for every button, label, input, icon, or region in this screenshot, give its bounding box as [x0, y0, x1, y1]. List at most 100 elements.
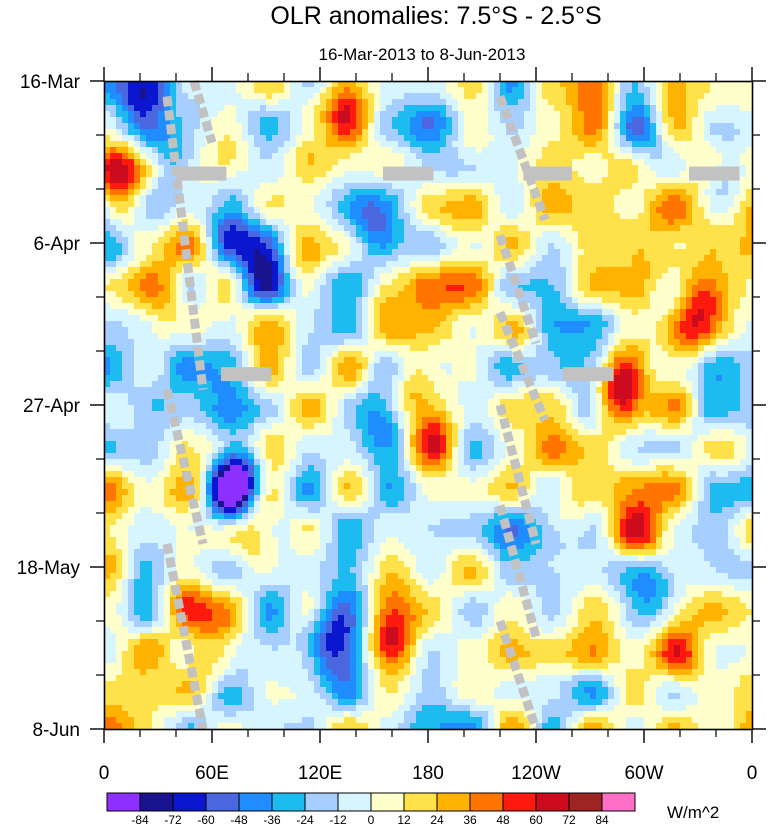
field-cell [440, 285, 447, 292]
field-cell [668, 303, 675, 310]
field-cell [242, 93, 249, 100]
field-cell [554, 267, 561, 274]
field-cell [614, 81, 621, 88]
field-cell [134, 273, 141, 280]
field-cell [344, 129, 351, 136]
field-cell [482, 111, 489, 118]
field-cell [584, 237, 591, 244]
field-cell [680, 117, 687, 124]
field-cell [374, 183, 381, 190]
field-cell [680, 99, 687, 106]
field-cell [320, 291, 327, 298]
field-cell [632, 303, 639, 310]
field-cell [548, 249, 555, 256]
field-cell [188, 195, 195, 202]
field-cell [242, 183, 249, 190]
field-cell [362, 225, 369, 232]
field-cell [692, 279, 699, 286]
field-cell [422, 141, 429, 148]
field-cell [278, 117, 285, 124]
field-cell [392, 153, 399, 160]
field-cell [410, 159, 417, 166]
field-cell [128, 81, 135, 88]
field-cell [200, 351, 207, 358]
field-cell [134, 105, 141, 112]
field-cell [398, 129, 405, 136]
field-cell [278, 129, 285, 136]
field-cell [158, 147, 165, 154]
field-cell [110, 153, 117, 160]
field-cell [656, 135, 663, 142]
field-cell [236, 219, 243, 226]
field-cell [230, 285, 237, 292]
field-cell [578, 201, 585, 208]
field-cell [362, 207, 369, 214]
field-cell [554, 279, 561, 286]
field-cell [368, 327, 375, 334]
field-cell [158, 231, 165, 238]
field-cell [116, 333, 123, 340]
field-cell [248, 159, 255, 166]
field-cell [278, 297, 285, 304]
field-cell [326, 111, 333, 118]
field-cell [560, 105, 567, 112]
field-cell [362, 339, 369, 346]
field-cell [188, 207, 195, 214]
field-cell [464, 177, 471, 184]
field-cell [482, 201, 489, 208]
field-cell [680, 159, 687, 166]
field-cell [350, 267, 357, 274]
field-cell [536, 225, 543, 232]
field-cell [554, 153, 561, 160]
field-cell [302, 147, 309, 154]
field-cell [578, 207, 585, 214]
field-cell [566, 123, 573, 130]
field-cell [662, 141, 669, 148]
field-cell [284, 249, 291, 256]
field-cell [428, 141, 435, 148]
field-cell [680, 105, 687, 112]
field-cell [158, 207, 165, 214]
field-cell [506, 237, 513, 244]
field-cell [512, 195, 519, 202]
field-cell [302, 255, 309, 262]
field-cell [290, 291, 297, 298]
field-cell [698, 87, 705, 94]
field-cell [464, 351, 471, 358]
field-cell [512, 225, 519, 232]
field-cell [230, 81, 237, 88]
field-cell [266, 189, 273, 196]
field-cell [200, 291, 207, 298]
field-cell [224, 147, 231, 154]
field-cell [182, 81, 189, 88]
field-cell [368, 231, 375, 238]
field-cell [614, 249, 621, 256]
field-cell [326, 267, 333, 274]
field-cell [386, 99, 393, 106]
field-cell [230, 273, 237, 280]
field-cell [506, 159, 513, 166]
field-cell [608, 345, 615, 352]
field-cell [350, 93, 357, 100]
field-cell [536, 333, 543, 340]
field-cell [506, 99, 513, 106]
field-cell [404, 111, 411, 118]
field-cell [404, 105, 411, 112]
field-cell [734, 267, 741, 274]
field-cell [524, 201, 531, 208]
field-cell [422, 327, 429, 334]
field-cell [296, 333, 303, 340]
field-cell [242, 285, 249, 292]
field-cell [302, 117, 309, 124]
field-cell [722, 93, 729, 100]
field-cell [494, 129, 501, 136]
field-cell [692, 105, 699, 112]
field-cell [290, 261, 297, 268]
field-cell [404, 195, 411, 202]
field-cell [122, 177, 129, 184]
field-cell [158, 339, 165, 346]
field-cell [716, 255, 723, 262]
field-cell [146, 297, 153, 304]
field-cell [158, 153, 165, 160]
field-cell [116, 243, 123, 250]
